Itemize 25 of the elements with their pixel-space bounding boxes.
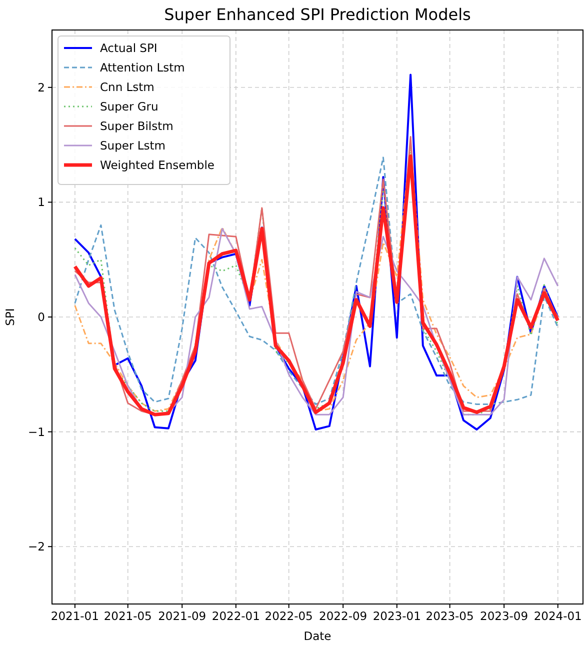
x-tick-label: 2023-01 [372,609,421,623]
legend-label: Super Lstm [100,138,166,152]
x-tick-label: 2022-05 [264,609,313,623]
y-tick-label: 2 [38,80,45,94]
x-axis-title: Date [304,629,332,643]
y-tick-label: −2 [28,540,45,554]
chart-title: Super Enhanced SPI Prediction Models [164,5,471,24]
y-tick-label: −1 [28,424,45,439]
y-tick-label: 1 [38,195,45,210]
legend-label: Attention Lstm [100,60,185,74]
x-tick-label: 2022-01 [212,609,260,623]
y-axis-title: SPI [3,308,17,326]
legend-label: Actual SPI [100,41,158,55]
x-tick-label: 2022-09 [319,609,368,623]
legend-label: Cnn Lstm [100,80,154,94]
legend-label: Super Gru [100,100,158,114]
y-tick-label: 0 [38,310,45,324]
x-tick-label: 2024-01 [534,609,582,623]
legend-label: Super Bilstm [100,119,174,133]
x-tick-label: 2021-05 [104,609,152,623]
x-tick-label: 2021-09 [158,609,206,623]
x-tick-label: 2023-05 [426,609,474,623]
x-tick-label: 2023-09 [480,609,528,623]
legend-label: Weighted Ensemble [100,158,214,172]
x-tick-label: 2021-01 [50,609,99,623]
